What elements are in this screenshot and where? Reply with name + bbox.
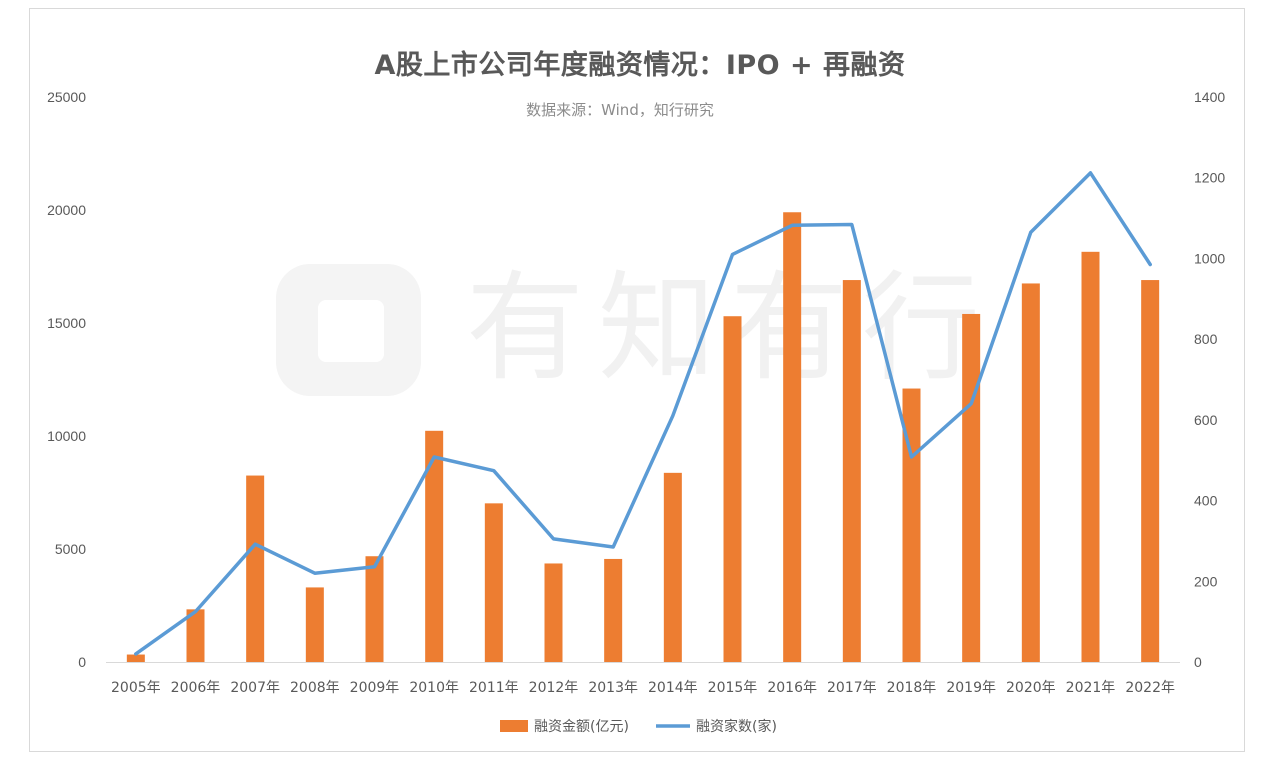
bar — [1081, 251, 1100, 662]
x-tick-label: 2018年 — [887, 680, 937, 696]
bar — [842, 280, 861, 662]
chart-subtitle: 数据来源：Wind，知行研究 — [526, 101, 714, 119]
x-tick-label: 2005年 — [111, 680, 161, 696]
x-tick-label: 2014年 — [648, 680, 698, 696]
bar — [962, 313, 981, 662]
bar — [186, 609, 205, 662]
x-tick-label: 2015年 — [708, 680, 758, 696]
x-tick-label: 2019年 — [946, 680, 996, 696]
y-right-tick-label: 1400 — [1194, 89, 1225, 105]
x-tick-label: 2016年 — [767, 680, 817, 696]
bar — [663, 472, 682, 662]
x-tick-label: 2010年 — [409, 680, 459, 696]
x-tick-label: 2022年 — [1125, 680, 1175, 696]
bar — [126, 654, 145, 662]
bar — [783, 212, 802, 662]
bar — [365, 556, 384, 662]
y-right-tick-label: 200 — [1194, 573, 1218, 589]
bar — [246, 475, 265, 662]
x-tick-label: 2008年 — [290, 680, 340, 696]
x-tick-label: 2011年 — [469, 680, 519, 696]
bar — [902, 388, 921, 662]
x-tick-label: 2020年 — [1006, 680, 1056, 696]
y-left-tick-label: 10000 — [47, 428, 86, 444]
y-right-tick-label: 1200 — [1194, 170, 1225, 186]
legend-line-label: 融资家数(家) — [696, 718, 777, 735]
bar — [484, 503, 503, 662]
y-left-tick-label: 5000 — [55, 541, 86, 557]
y-right-tick-label: 800 — [1194, 331, 1218, 347]
x-tick-label: 2007年 — [230, 680, 280, 696]
y-right-tick-label: 0 — [1194, 654, 1202, 670]
x-tick-label: 2009年 — [350, 680, 400, 696]
chart-frame — [29, 8, 1245, 752]
y-right-tick-label: 1000 — [1194, 250, 1225, 266]
x-tick-label: 2021年 — [1066, 680, 1116, 696]
series-line — [134, 171, 1152, 656]
x-tick-label: 2017年 — [827, 680, 877, 696]
y-left-tick-label: 0 — [78, 654, 86, 670]
y-left-tick-label: 20000 — [47, 202, 86, 218]
y-right-tick-label: 400 — [1194, 493, 1218, 509]
bar — [425, 430, 444, 662]
legend-bar-label: 融资金额(亿元) — [534, 719, 629, 735]
y-left-tick-label: 15000 — [47, 315, 86, 331]
x-tick-label: 2012年 — [529, 680, 579, 696]
bar — [723, 316, 742, 662]
bar — [1141, 280, 1160, 662]
chart-title: A股上市公司年度融资情况：IPO + 再融资 — [374, 50, 906, 81]
bar — [604, 558, 623, 662]
x-tick-label: 2006年 — [171, 680, 221, 696]
bar — [305, 587, 324, 662]
legend-bar-swatch — [500, 720, 528, 732]
y-left-tick-label: 25000 — [47, 89, 86, 105]
bar — [1021, 283, 1040, 662]
bar — [544, 563, 563, 662]
y-right-tick-label: 600 — [1194, 412, 1218, 428]
x-tick-label: 2013年 — [588, 680, 638, 696]
